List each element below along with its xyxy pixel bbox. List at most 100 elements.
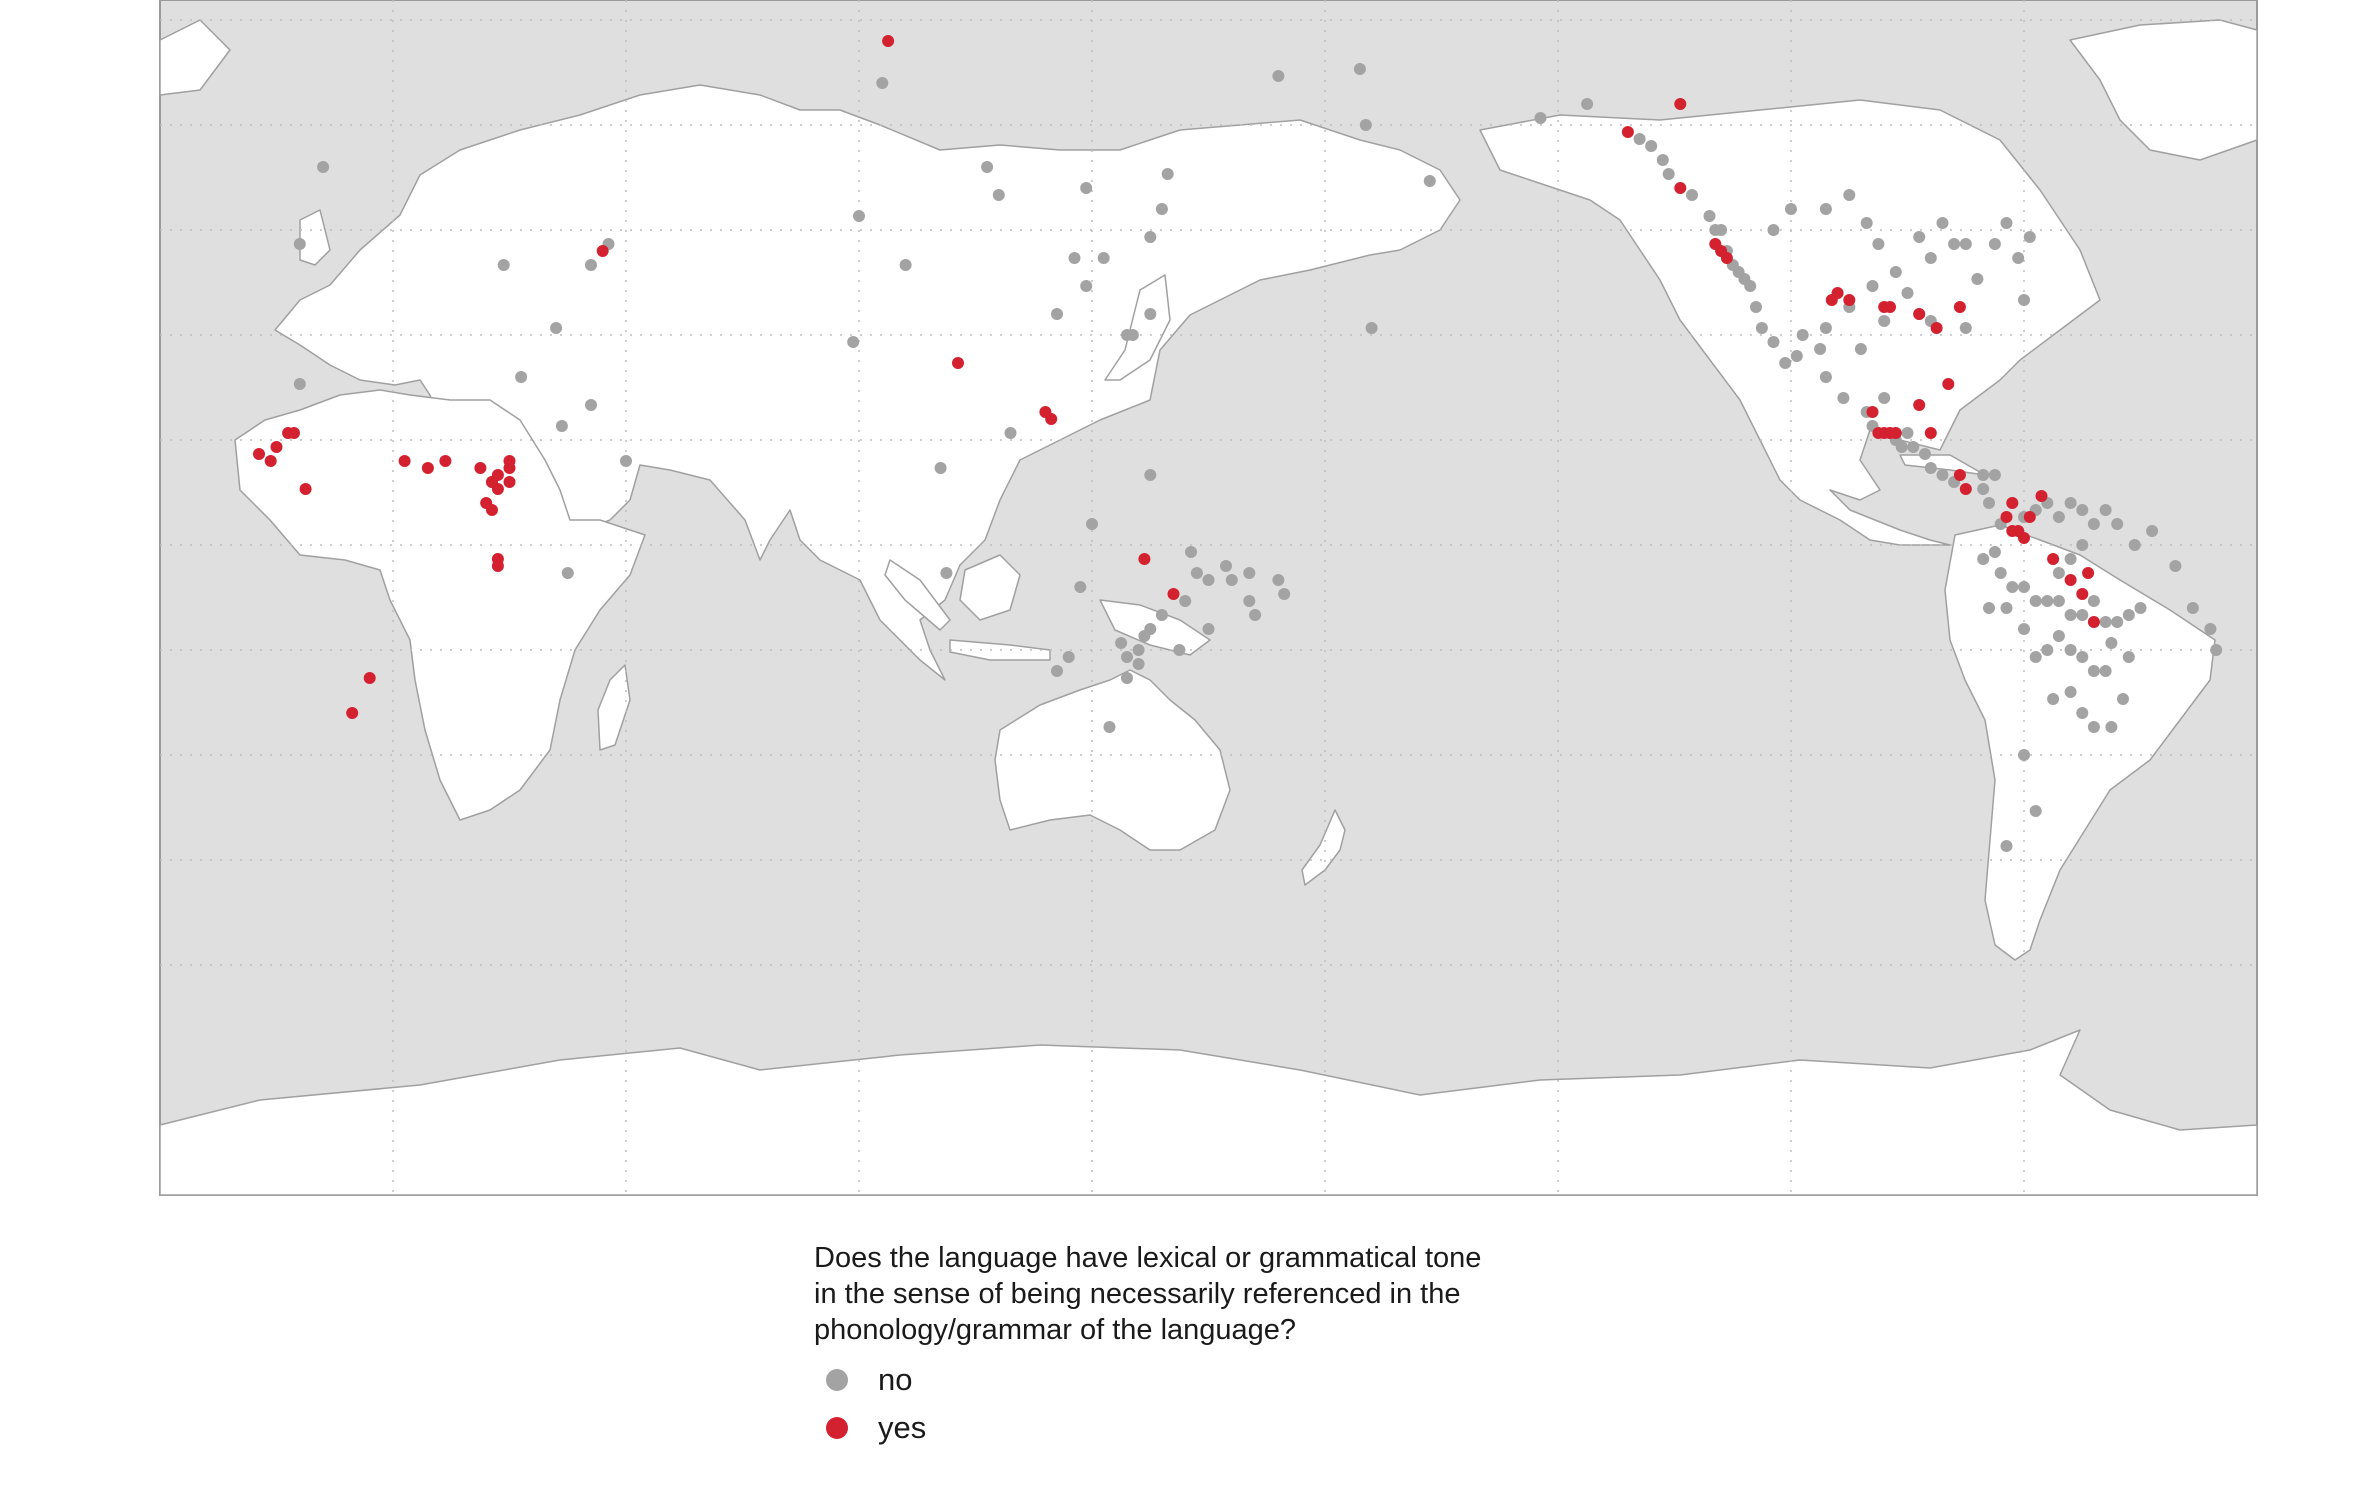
language-point-no xyxy=(2186,602,2199,614)
language-point-yes xyxy=(1913,399,1926,411)
language-point-no xyxy=(2041,644,2054,656)
language-point-yes xyxy=(1959,483,1972,495)
language-point-no xyxy=(1819,371,1832,383)
language-point-no xyxy=(1988,546,2001,558)
language-point-no xyxy=(555,420,568,432)
language-point-no xyxy=(1132,658,1145,670)
language-point-no xyxy=(2052,567,2065,579)
language-point-no xyxy=(1767,224,1780,236)
language-point-yes xyxy=(952,357,964,369)
language-point-yes xyxy=(474,462,487,474)
language-point-no xyxy=(847,336,860,348)
language-point-yes xyxy=(346,707,359,719)
language-point-no xyxy=(620,455,632,467)
language-point-no xyxy=(2076,609,2089,621)
language-point-no xyxy=(1581,98,1594,110)
language-point-no xyxy=(2000,217,2013,229)
language-point-no xyxy=(1983,602,1995,614)
language-point-no xyxy=(899,259,912,271)
language-point-no xyxy=(2122,609,2135,621)
language-point-yes xyxy=(288,427,300,439)
language-point-no xyxy=(1068,252,1081,264)
language-point-no xyxy=(1988,238,2001,250)
language-point-yes xyxy=(1942,378,1955,390)
language-point-no xyxy=(1779,357,1792,369)
language-point-no xyxy=(1755,322,1768,334)
language-point-yes xyxy=(2082,567,2095,579)
language-point-no xyxy=(1144,231,1157,243)
legend: Does the language have lexical or gramma… xyxy=(814,1240,1714,1452)
land-britain xyxy=(299,209,331,266)
language-point-no xyxy=(293,238,306,250)
language-point-yes xyxy=(1889,427,1902,439)
language-point-no xyxy=(1144,469,1157,481)
language-point-no xyxy=(1959,322,1972,334)
language-point-no xyxy=(853,210,865,222)
language-point-yes xyxy=(2047,553,2060,565)
language-point-yes xyxy=(2087,616,2100,628)
language-point-no xyxy=(1662,168,1675,180)
language-point-no xyxy=(1977,483,1990,495)
language-point-no xyxy=(1819,203,1832,215)
language-point-no xyxy=(1272,574,1285,586)
language-point-yes xyxy=(1831,287,1844,299)
language-point-no xyxy=(561,567,574,579)
language-point-no xyxy=(317,161,330,173)
language-point-no xyxy=(1155,609,1168,621)
language-point-no xyxy=(2087,595,2100,607)
language-point-no xyxy=(1121,672,1133,684)
language-point-no xyxy=(2204,623,2217,635)
language-point-no xyxy=(2052,511,2065,523)
language-point-no xyxy=(2006,581,2019,593)
language-point-yes xyxy=(1953,301,1966,313)
language-point-yes xyxy=(2018,532,2030,544)
language-point-yes xyxy=(264,455,277,467)
language-point-no xyxy=(1051,665,1063,677)
language-point-yes xyxy=(1167,588,1180,600)
language-point-no xyxy=(1097,252,1110,264)
language-point-no xyxy=(2018,581,2030,593)
language-point-no xyxy=(1155,203,1168,215)
language-point-no xyxy=(1534,112,1547,124)
language-point-no xyxy=(1814,343,1827,355)
language-point-yes xyxy=(503,476,516,488)
language-point-no xyxy=(2134,602,2147,614)
language-point-no xyxy=(1656,154,1669,166)
language-point-no xyxy=(1715,224,1728,236)
language-point-no xyxy=(2146,525,2159,537)
land-borneo xyxy=(959,554,1021,621)
language-point-no xyxy=(1983,497,1995,509)
language-point-no xyxy=(1785,203,1797,215)
language-point-no xyxy=(1901,287,1914,299)
language-point-no xyxy=(934,462,947,474)
land-new-zealand xyxy=(1301,809,1346,886)
language-point-yes xyxy=(882,35,895,47)
land-africa xyxy=(234,389,646,821)
language-point-no xyxy=(2018,294,2030,306)
language-point-no xyxy=(1062,651,1075,663)
land-japan xyxy=(1104,274,1171,381)
language-point-yes xyxy=(1843,294,1856,306)
language-point-no xyxy=(1878,392,1891,404)
language-point-no xyxy=(2064,686,2077,698)
language-point-yes xyxy=(1913,308,1926,320)
language-point-no xyxy=(2064,497,2077,509)
language-point-no xyxy=(1936,469,1949,481)
language-point-yes xyxy=(2006,497,2019,509)
language-point-no xyxy=(1220,560,1232,572)
language-point-no xyxy=(1190,567,1203,579)
language-point-no xyxy=(1645,140,1658,152)
language-point-no xyxy=(1185,546,1197,558)
language-point-no xyxy=(981,161,994,173)
land-sumatra xyxy=(884,559,951,631)
language-point-no xyxy=(1272,70,1285,82)
language-point-no xyxy=(1359,119,1372,131)
land-masses xyxy=(159,19,2258,1196)
language-point-no xyxy=(497,259,510,271)
land-antarctica xyxy=(159,1029,2258,1196)
language-point-no xyxy=(2099,504,2112,516)
language-point-no xyxy=(2117,693,2129,705)
language-point-no xyxy=(1854,343,1867,355)
language-point-yes xyxy=(1720,252,1733,264)
